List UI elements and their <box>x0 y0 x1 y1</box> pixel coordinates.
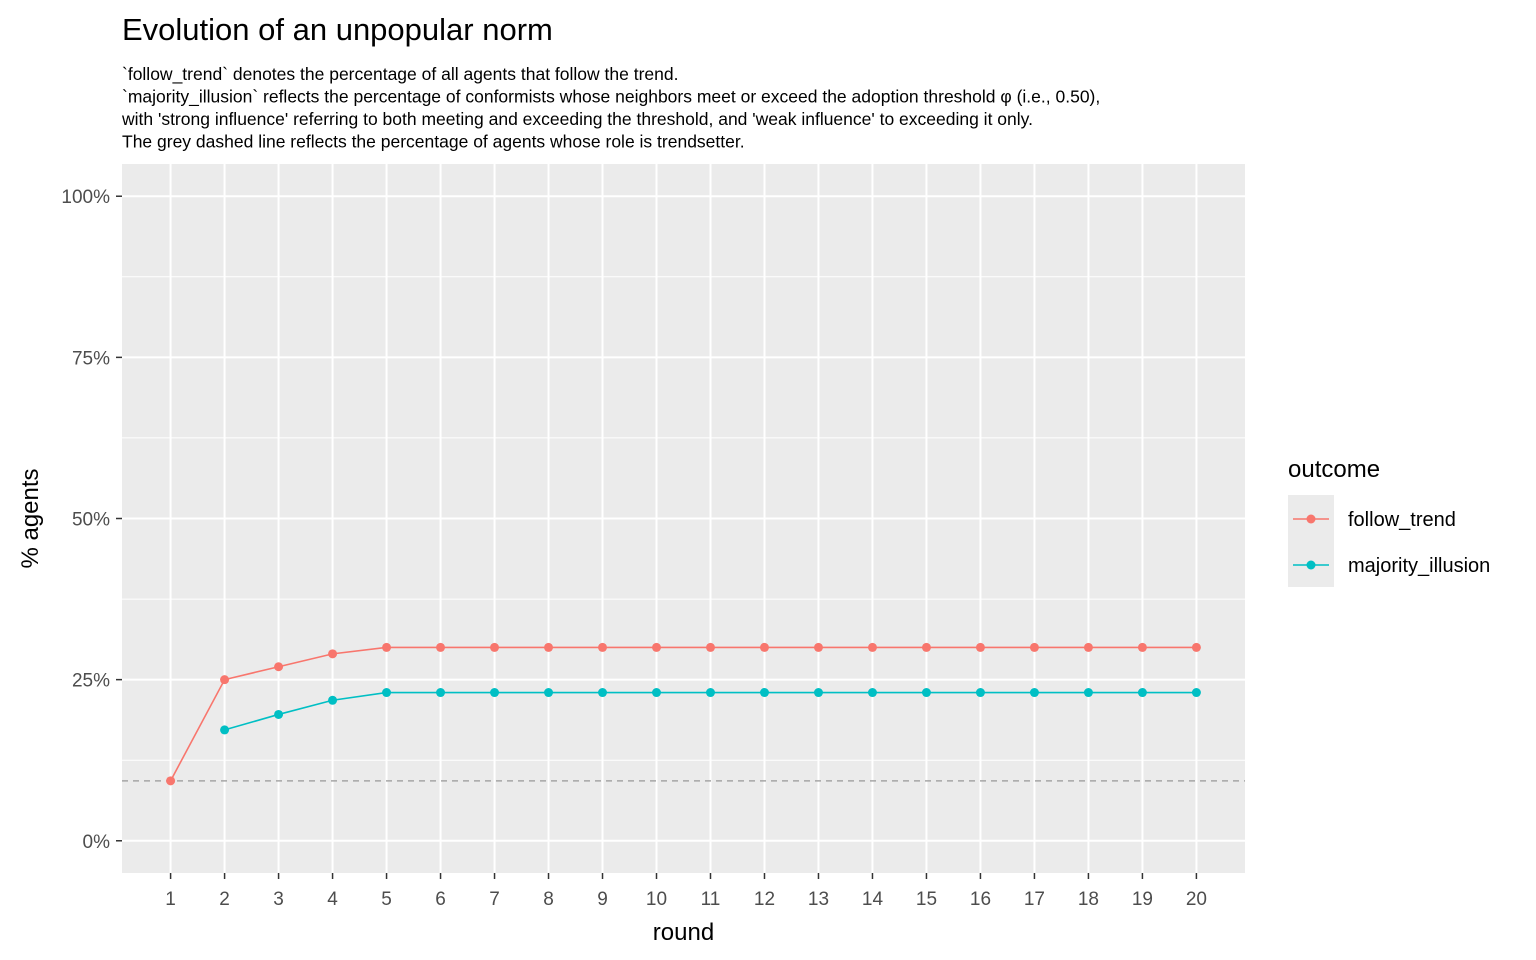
subtitle-line: The grey dashed line reflects the percen… <box>122 132 745 152</box>
data-point <box>759 642 769 652</box>
series-line <box>169 646 1197 782</box>
data-point <box>867 688 877 698</box>
y-axis: 0% 25% 50% 75% 100% <box>61 187 122 853</box>
data-point <box>490 688 500 698</box>
data-point <box>705 688 715 698</box>
data-point <box>382 642 392 652</box>
x-tick-label: 12 <box>754 889 775 910</box>
x-tick-label: 18 <box>1078 889 1099 910</box>
x-tick-label: 19 <box>1132 889 1153 910</box>
chart-title: Evolution of an unpopular norm <box>122 12 553 47</box>
data-point <box>544 642 554 652</box>
data-point <box>274 709 284 719</box>
x-tick-label: 16 <box>970 889 991 910</box>
data-point <box>1191 642 1201 652</box>
data-point <box>921 688 931 698</box>
data-point <box>274 662 284 672</box>
x-tick-label: 11 <box>701 889 721 910</box>
legend-title: outcome <box>1288 456 1380 483</box>
x-tick-label: 13 <box>808 889 829 910</box>
legend: outcome follow_trend majority_illusion <box>1288 456 1490 587</box>
subtitle-line: `follow_trend` denotes the percentage of… <box>122 64 678 85</box>
subtitle-line: with 'strong influence' referring to bot… <box>121 109 1033 129</box>
x-tick-label: 1 <box>165 889 176 910</box>
data-point <box>1029 688 1039 698</box>
data-point <box>1083 642 1093 652</box>
x-tick-label: 2 <box>219 889 230 910</box>
legend-label: follow_trend <box>1348 509 1456 531</box>
legend-items: follow_trend majority_illusion <box>1293 509 1490 577</box>
grid-major <box>122 164 1245 873</box>
x-tick-label: 14 <box>862 889 884 910</box>
data-point <box>759 688 769 698</box>
legend-key-point <box>1306 560 1316 570</box>
legend-key-background <box>1288 495 1334 587</box>
legend-item: follow_trend <box>1293 509 1456 531</box>
data-point <box>598 688 608 698</box>
data-point <box>544 688 554 698</box>
data-point <box>328 649 338 659</box>
data-point <box>490 642 500 652</box>
data-point <box>1191 688 1201 698</box>
data-point <box>975 642 985 652</box>
data-point <box>813 642 823 652</box>
x-tick-label: 7 <box>489 889 500 910</box>
x-tick-label: 8 <box>543 889 554 910</box>
data-point <box>598 642 608 652</box>
x-axis-title: round <box>653 919 714 946</box>
x-tick-label: 20 <box>1186 889 1207 910</box>
legend-item: majority_illusion <box>1293 555 1490 577</box>
data-point <box>436 642 446 652</box>
data-point <box>382 688 392 698</box>
data-point <box>220 675 230 685</box>
grid-minor <box>122 276 1245 761</box>
x-tick-label: 5 <box>381 889 392 910</box>
data-point <box>652 688 662 698</box>
data-point <box>220 725 230 735</box>
data-point <box>436 688 446 698</box>
y-tick-label: 50% <box>72 510 110 531</box>
data-point <box>705 642 715 652</box>
data-point <box>328 695 338 705</box>
data-point <box>921 642 931 652</box>
series-majority_illusion <box>220 688 1201 735</box>
data-point <box>1137 688 1147 698</box>
series-layer <box>166 642 1201 786</box>
y-tick-label: 100% <box>61 187 110 208</box>
data-point <box>867 642 877 652</box>
x-axis: 1 2 3 4 5 6 7 8 9 10 11 12 13 14 15 16 17 18 19 20 <box>165 873 1207 910</box>
x-tick-label: 3 <box>273 889 284 910</box>
data-point <box>1029 642 1039 652</box>
data-point <box>652 642 662 652</box>
x-tick-label: 10 <box>646 889 667 910</box>
legend-label: majority_illusion <box>1348 555 1490 577</box>
data-point <box>1083 688 1093 698</box>
series-follow_trend <box>166 642 1201 786</box>
x-tick-label: 4 <box>327 889 338 910</box>
legend-key-point <box>1306 514 1316 524</box>
y-axis-title: % agents <box>17 468 44 568</box>
x-tick-label: 6 <box>435 889 446 910</box>
data-point <box>1137 642 1147 652</box>
subtitle-line: `majority_illusion` reflects the percent… <box>122 87 1100 108</box>
data-point <box>975 688 985 698</box>
data-point <box>166 776 176 786</box>
data-point <box>813 688 823 698</box>
y-tick-label: 75% <box>72 348 110 369</box>
y-tick-label: 25% <box>72 671 110 692</box>
chart-subtitle: `follow_trend` denotes the percentage of… <box>121 64 1100 152</box>
x-tick-label: 15 <box>916 889 937 910</box>
x-tick-label: 9 <box>597 889 608 910</box>
y-tick-label: 0% <box>83 832 111 853</box>
x-tick-label: 17 <box>1024 889 1045 910</box>
